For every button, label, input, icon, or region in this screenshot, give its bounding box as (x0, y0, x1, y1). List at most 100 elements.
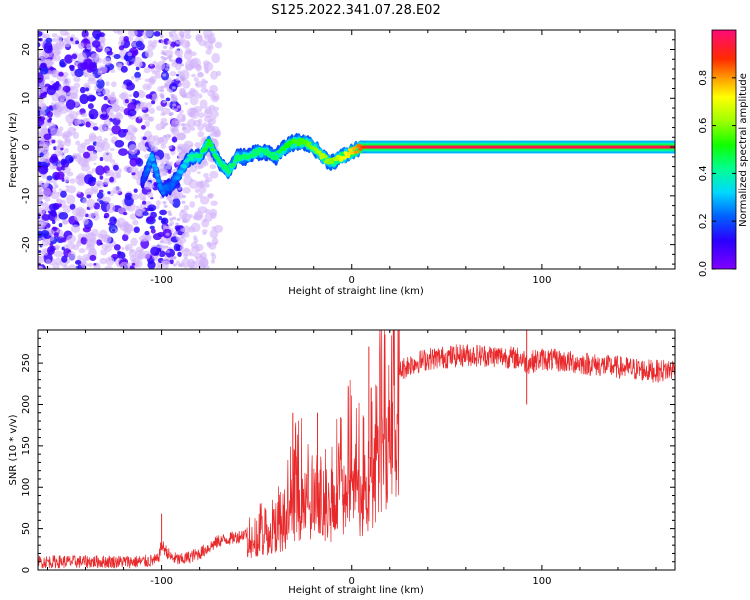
spectrogram-cell (38, 71, 44, 84)
spectrogram-cell (160, 94, 165, 98)
spectrogram-cell (38, 84, 46, 94)
spectrogram-cell (168, 223, 173, 227)
spectrogram-cell (155, 123, 163, 131)
spectrogram-cell (85, 232, 95, 241)
spectrogram-cell (121, 246, 125, 251)
spectrogram-cell (163, 134, 168, 139)
spectrogram-cell (97, 76, 103, 81)
spectrogram-cell (55, 39, 65, 51)
spectrogram-cell (171, 86, 176, 90)
spectrogram-cell (148, 40, 153, 46)
spectrogram-cell (176, 217, 181, 222)
snr-xtick-label: -100 (150, 576, 173, 587)
spectrogram-cell (164, 83, 169, 87)
spectrogram-cell (103, 196, 111, 204)
spectrogram-cell (160, 217, 169, 225)
spectrogram-cell (175, 120, 180, 125)
spectrogram-cell (180, 249, 184, 253)
spectrogram-cell (59, 126, 64, 131)
spectrogram-cell (66, 242, 75, 250)
spectrogram-cell (157, 247, 162, 252)
spectrogram-cell (209, 208, 218, 217)
spectrogram-cell (46, 175, 53, 181)
spectrogram-cell (180, 209, 185, 213)
spectrogram-ytick-label: -10 (21, 188, 32, 204)
spectrogram-cell (188, 111, 193, 117)
spectrogram-cell (124, 99, 129, 104)
spectrogram-cell (102, 88, 111, 96)
spectrogram-cell (162, 201, 167, 205)
spectrogram-cell (65, 95, 71, 100)
spectrogram-cell (147, 204, 157, 212)
spectrogram-cell (74, 212, 84, 222)
spectrogram-cell (127, 102, 137, 112)
spectrogram-cell (175, 57, 183, 65)
spectrogram-cell (41, 214, 51, 221)
spectrogram-cell (62, 85, 71, 93)
spectrogram-cell (127, 109, 137, 117)
spectrogram-cell (38, 164, 49, 175)
spectrogram-cell (160, 163, 165, 167)
spectrogram-ytick-label: 0 (21, 144, 32, 150)
spectrogram-cell (71, 40, 76, 45)
spectrogram-cell (62, 79, 70, 87)
spectrogram-cell (118, 148, 128, 156)
spectrogram-cell (134, 71, 141, 79)
spectrogram-cell (128, 94, 133, 98)
spectrogram-xtick-label: 0 (349, 275, 355, 286)
spectrogram-ridge-cell (300, 138, 305, 142)
spectrogram-cell (52, 55, 57, 60)
spectrogram-frame (37, 29, 676, 270)
spectrogram-cell (181, 200, 186, 204)
spectrogram-cell (209, 170, 219, 179)
spectrogram-cell (160, 88, 165, 93)
spectrogram-ridge-cell (271, 151, 276, 156)
spectrogram-cell (54, 244, 61, 250)
spectrogram-cell (65, 99, 76, 110)
spectrogram-cell (93, 162, 97, 166)
spectrogram-cell (158, 215, 163, 221)
spectrogram-cell (43, 187, 51, 197)
spectrogram-cell (159, 240, 164, 244)
colorbar-ticks: 0.0 0.2 0.4 0.6 0.8 (698, 70, 736, 277)
spectrogram-ridge-cell (352, 146, 357, 150)
spectrogram-cell (106, 106, 114, 115)
spectrogram-cell (191, 51, 197, 57)
spectrogram-cell (129, 50, 137, 58)
snr-ylabel: SNR (10 * v/v) (8, 414, 19, 485)
spectrogram-cell (192, 235, 198, 241)
spectrogram-cell (56, 165, 63, 172)
spectrogram-cell (148, 78, 155, 86)
spectrogram-cell (73, 61, 78, 67)
spectrogram-cell (121, 83, 127, 89)
spectrogram-cell (173, 97, 178, 101)
spectrogram-cell (146, 191, 154, 199)
spectrogram-cell (168, 31, 173, 35)
spectrogram-cell (175, 77, 180, 81)
spectrogram-cell (182, 94, 187, 98)
spectrogram-cell (135, 66, 140, 71)
spectrogram-cell (207, 122, 212, 128)
spectrogram-cell (126, 124, 137, 136)
spectrogram-cell (113, 104, 121, 112)
spectrogram-cell (38, 131, 44, 140)
spectrogram-cell (109, 159, 116, 164)
spectrogram-cell (215, 70, 222, 77)
spectrogram-cell (47, 118, 52, 123)
spectrogram-cell (94, 35, 100, 41)
spectrogram-cell (192, 106, 203, 113)
spectrogram-cell (57, 191, 61, 195)
spectrogram-cell (108, 222, 112, 226)
spectrogram-cell (113, 54, 121, 60)
spectrogram-cell (95, 180, 104, 188)
spectrogram-cell (38, 265, 44, 269)
spectrogram-cell (165, 67, 170, 71)
spectrogram-cell (56, 89, 66, 102)
spectrogram-cell (38, 115, 46, 122)
spectrogram-cell (183, 253, 189, 259)
spectrogram-cell (118, 93, 127, 100)
snr-series-line (38, 330, 675, 569)
spectrogram-cell (211, 52, 221, 64)
spectrogram-cell (83, 58, 93, 70)
